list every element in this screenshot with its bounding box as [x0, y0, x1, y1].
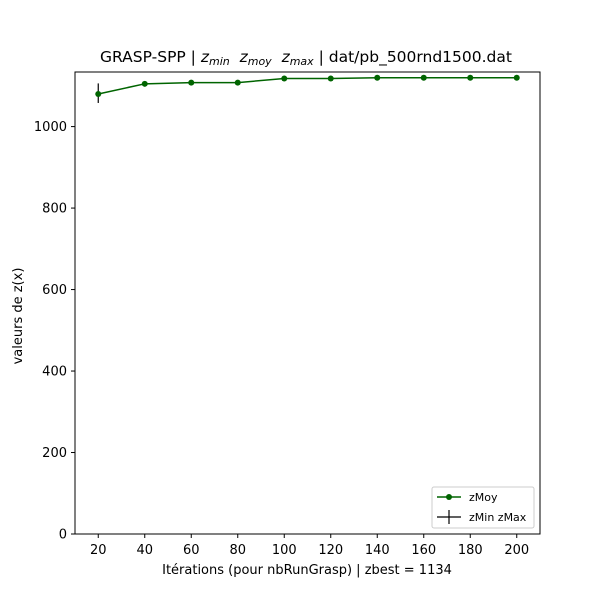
x-tick-label: 80 [229, 543, 246, 558]
x-axis-label: Itérations (pour nbRunGrasp) | zbest = 1… [162, 563, 452, 578]
legend-zmoy-label: zMoy [469, 491, 498, 504]
x-axis-ticks: 20 40 60 80 100 120 140 160 180 200 [90, 534, 529, 558]
x-tick-label: 160 [411, 543, 436, 558]
y-axis-label: valeurs de z(x) [11, 268, 26, 365]
y-tick-label: 0 [59, 528, 67, 543]
data-point [95, 91, 102, 97]
x-tick-label: 200 [504, 543, 529, 558]
data-point [234, 79, 241, 86]
y-axis-ticks: 0 200 400 600 800 1000 [34, 120, 75, 543]
legend: zMoy zMin zMax [431, 486, 535, 529]
x-tick-label: 40 [136, 543, 153, 558]
legend-zmoy-marker [446, 494, 452, 500]
x-tick-label: 120 [318, 543, 343, 558]
y-tick-label: 200 [42, 446, 67, 461]
data-point [374, 74, 381, 81]
data-point [188, 79, 195, 86]
y-tick-label: 400 [42, 365, 67, 380]
data-point [420, 74, 427, 81]
x-tick-label: 140 [365, 543, 390, 558]
y-tick-label: 800 [42, 202, 67, 217]
data-point [141, 80, 148, 87]
plot-frame [74, 71, 541, 535]
zmoy-series-line [98, 76, 517, 95]
data-point [513, 74, 520, 81]
y-tick-label: 1000 [34, 120, 67, 135]
x-tick-label: 20 [90, 543, 107, 558]
data-point [327, 75, 334, 82]
x-tick-label: 100 [272, 543, 297, 558]
y-tick-label: 600 [42, 283, 67, 298]
legend-zmin-zmax-label: zMin zMax [469, 511, 527, 524]
x-tick-label: 60 [183, 543, 200, 558]
data-point [281, 75, 288, 82]
zmoy-series-points [95, 74, 520, 97]
data-point [467, 74, 474, 81]
x-tick-label: 180 [458, 543, 483, 558]
chart-title: GRASP-SPP | zmin zmoy zmax | dat/pb_500r… [100, 48, 512, 68]
